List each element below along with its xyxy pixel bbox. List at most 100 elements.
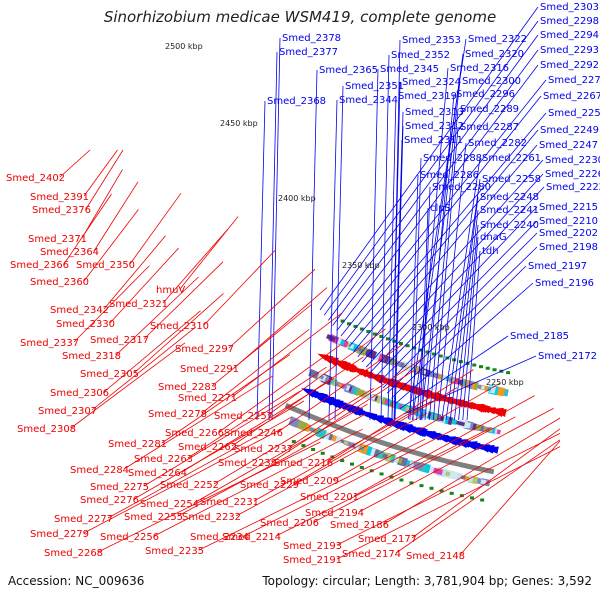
forward-gene-label: Smed_2316 — [450, 63, 509, 74]
forward-label-line — [424, 93, 455, 421]
reverse-gene-label: Smed_2376 — [32, 205, 91, 216]
reverse-gene-label: Smed_2256 — [100, 532, 159, 543]
reverse-gene-label: Smed_2235 — [145, 546, 204, 557]
reverse-label-line — [353, 395, 535, 497]
tick-label: 2300 kbp — [412, 323, 450, 332]
reverse-gene-label: Smed_2306 — [50, 388, 109, 399]
forward-gene-label: Smed_2322 — [468, 34, 527, 45]
tick-label: 2400 kbp — [278, 194, 316, 203]
forward-gene-label: Smed_2312 — [405, 121, 464, 132]
forward-gene-label: Smed_2198 — [539, 242, 598, 253]
reverse-gene-label: hmuV — [156, 285, 185, 296]
reverse-gene-label: Smed_2148 — [406, 551, 465, 562]
forward-gene-label: Smed_2303 — [540, 2, 599, 13]
forward-gene-label: Smed_2267 — [543, 91, 600, 102]
forward-gene-label: Smed_2259 — [548, 108, 600, 119]
gc-dot — [492, 368, 497, 372]
reverse-label-line — [211, 303, 313, 387]
forward-gene-label: Smed_2280 — [432, 182, 491, 193]
reverse-gene-label: Smed_2246 — [224, 428, 283, 439]
backbone-arc — [284, 403, 495, 475]
reverse-label-line — [91, 326, 196, 411]
accession-label: Accession: NC_009636 — [8, 574, 145, 588]
forward-gene-label: Smed_2368 — [267, 96, 326, 107]
gc-dot — [379, 334, 384, 338]
forward-label-line — [433, 126, 459, 421]
gc-dot — [398, 341, 403, 345]
reverse-gene-label: Smed_2229 — [240, 480, 299, 491]
forward-label-line — [256, 100, 266, 421]
forward-label-line — [334, 85, 344, 421]
reverse-label-line — [179, 216, 239, 290]
forward-gene-label: Smed_2294 — [540, 30, 599, 41]
forward-gene-label: Smed_2270 — [548, 75, 600, 86]
gc-dot — [385, 337, 390, 341]
gc-dot — [405, 344, 410, 348]
reverse-gene-label: Smed_2317 — [90, 335, 149, 346]
reverse-gene-label: Smed_2177 — [358, 534, 417, 545]
gc-dot — [449, 491, 454, 495]
reverse-gene-label: Smed_2337 — [20, 338, 79, 349]
forward-label-line — [445, 178, 481, 421]
reverse-label-line — [162, 228, 229, 304]
reverse-gene-label: Smed_2264 — [128, 468, 187, 479]
forward-label-line — [328, 34, 539, 321]
forward-label-line — [449, 196, 479, 421]
reverse-gene-label: Smed_2350 — [76, 260, 135, 271]
reverse-gene-label: Smed_2174 — [342, 549, 401, 560]
reverse-gene-label: Smed_2402 — [6, 173, 65, 184]
forward-gene-label: Smed_2282 — [468, 138, 527, 149]
reverse-label-line — [395, 439, 561, 554]
gc-dot — [392, 339, 397, 343]
forward-gene-label: Smed_2248 — [480, 192, 539, 203]
gc-dot — [409, 481, 414, 485]
reverse-label-line — [327, 369, 474, 463]
reverse-gene-label: Smed_2263 — [134, 454, 193, 465]
forward-label-line — [409, 174, 419, 421]
forward-label-line — [319, 6, 539, 311]
forward-label-line — [380, 54, 390, 421]
forward-label-line — [412, 157, 422, 421]
forward-label-line — [268, 51, 278, 421]
reverse-gene-label: Smed_2252 — [160, 480, 219, 491]
reverse-label-line — [267, 328, 386, 416]
reverse-label-line — [73, 265, 150, 343]
reverse-label-line — [177, 413, 366, 517]
forward-label-line — [378, 220, 538, 384]
forward-label-line — [370, 186, 545, 373]
gc-dot — [301, 444, 306, 448]
reverse-gene-label: Smed_2201 — [300, 492, 359, 503]
forward-gene-label: dnaG — [480, 232, 507, 243]
tick-label: 2350 kbp — [342, 261, 380, 270]
gc-dot — [340, 459, 345, 463]
reverse-label-line — [253, 401, 432, 502]
forward-label-line — [458, 224, 479, 421]
forward-gene-label: Smed_2185 — [510, 331, 569, 342]
reverse-label-line — [333, 382, 501, 481]
reverse-label-line — [109, 247, 179, 324]
gc-dot — [439, 489, 444, 493]
reverse-gene-label: Smed_2206 — [260, 518, 319, 529]
gc-dot — [359, 327, 364, 331]
reverse-label-line — [129, 192, 182, 265]
reverse-label-line — [313, 416, 516, 523]
reverse-label-line — [336, 433, 561, 546]
forward-label-line — [308, 69, 318, 421]
forward-label-line — [374, 206, 538, 378]
reverse-label-line — [143, 261, 224, 340]
reverse-label-line — [293, 387, 458, 485]
forward-gene-label: Smed_2210 — [539, 216, 598, 227]
topology-label: Topology: circular; Length: 3,781,904 bp… — [262, 574, 592, 588]
reverse-label-line — [63, 193, 112, 265]
reverse-gene-label: Smed_2271 — [178, 393, 237, 404]
reverse-label-line — [235, 412, 428, 517]
forward-label-line — [382, 232, 538, 389]
reverse-gene-label: Smed_2284 — [70, 465, 129, 476]
forward-gene-label: Smed_2215 — [539, 202, 598, 213]
forward-label-line — [323, 20, 539, 316]
forward-gene-label: clpS — [430, 203, 451, 214]
reverse-gene-label: Smed_2360 — [30, 277, 89, 288]
forward-label-line — [328, 99, 338, 421]
gc-dot — [372, 332, 377, 336]
reverse-gene-label: Smed_2330 — [56, 319, 115, 330]
